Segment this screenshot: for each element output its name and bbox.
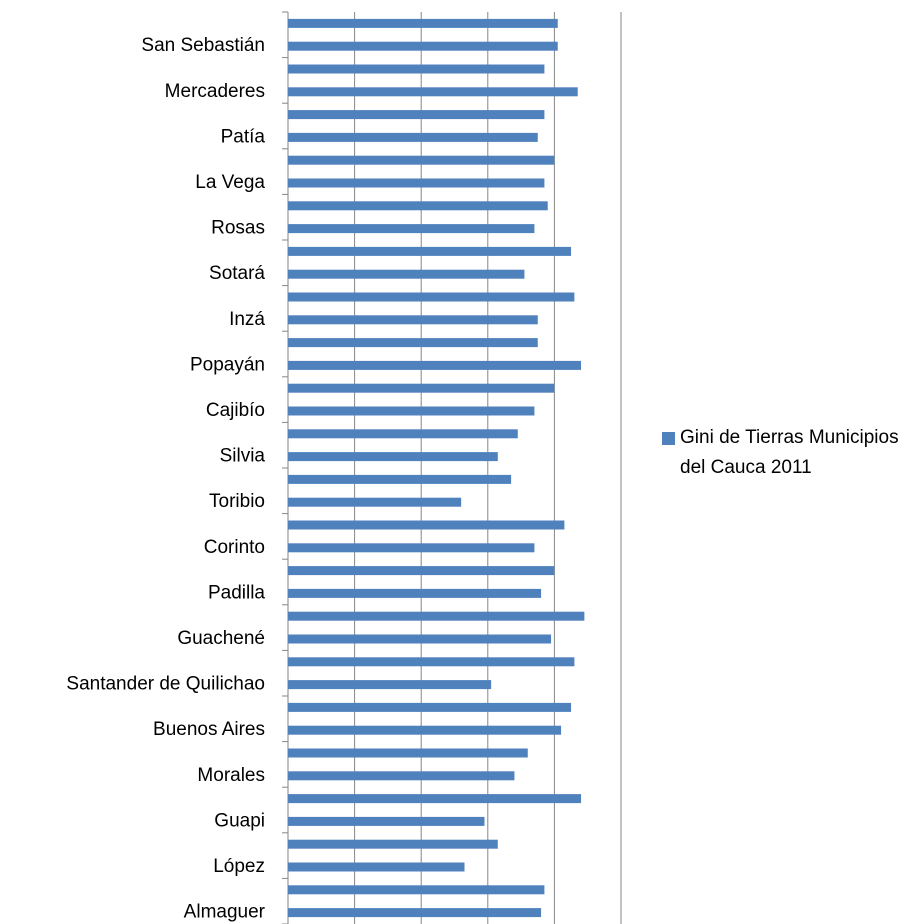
y-tick-label: Morales [197,765,265,786]
y-tick-label: Guachené [177,628,265,649]
y-tick-label: Toribio [209,491,265,512]
bar [288,816,485,826]
bar [288,360,582,370]
bar [288,452,498,462]
bar [288,543,535,553]
y-tick-label: Almaguer [184,902,266,923]
bar [288,611,585,621]
bar [288,908,542,918]
y-tick-label: López [213,856,265,877]
bar [288,87,578,97]
bar [288,178,545,188]
y-tick-label: Patía [221,126,266,147]
bar [288,771,515,781]
bar [288,794,582,804]
y-tick-label: Silvia [220,446,266,467]
y-tick-label: Inzá [229,309,265,330]
y-tick-label: Sotará [209,263,265,284]
bar [288,725,562,735]
y-tick-label: Corinto [204,537,265,558]
bar [288,406,535,416]
bar [288,862,465,872]
y-tick-label: Padilla [208,582,265,603]
y-tick-label: Guapi [214,810,265,831]
bar [288,292,575,302]
bar [288,588,542,598]
bar [288,269,525,279]
bar [288,839,498,849]
bar [288,224,535,234]
bar [288,657,575,667]
bar [288,246,572,256]
legend-swatch [662,432,675,445]
legend-label: Gini de Tierras Municipios del Cauca 201… [680,427,899,478]
y-tick-label: Santander de Quilichao [66,674,265,695]
y-tick-label: La Vega [195,172,265,193]
y-tick-label: Buenos Aires [153,719,265,740]
bar [288,702,572,712]
bar [288,885,545,895]
bar [288,429,518,439]
y-tick-label: Cajibío [206,400,265,421]
bar [288,41,558,51]
bar [288,315,538,325]
bar [288,680,492,690]
bar [288,566,555,576]
bar [288,64,545,74]
y-tick-label: Rosas [211,218,265,239]
bar [288,383,555,393]
bar [288,201,548,211]
bar [288,18,558,28]
y-tick-label: San Sebastián [141,35,265,56]
bar [288,474,512,484]
y-tick-label: Mercaderes [165,81,265,102]
bar [288,132,538,142]
legend: Gini de Tierras Municipios del Cauca 201… [662,423,916,483]
bar [288,338,538,348]
bar [288,520,565,530]
bar [288,155,555,165]
bar [288,497,462,507]
bar [288,634,552,644]
bar [288,110,545,120]
y-tick-label: Popayán [190,354,265,375]
bar [288,748,528,758]
